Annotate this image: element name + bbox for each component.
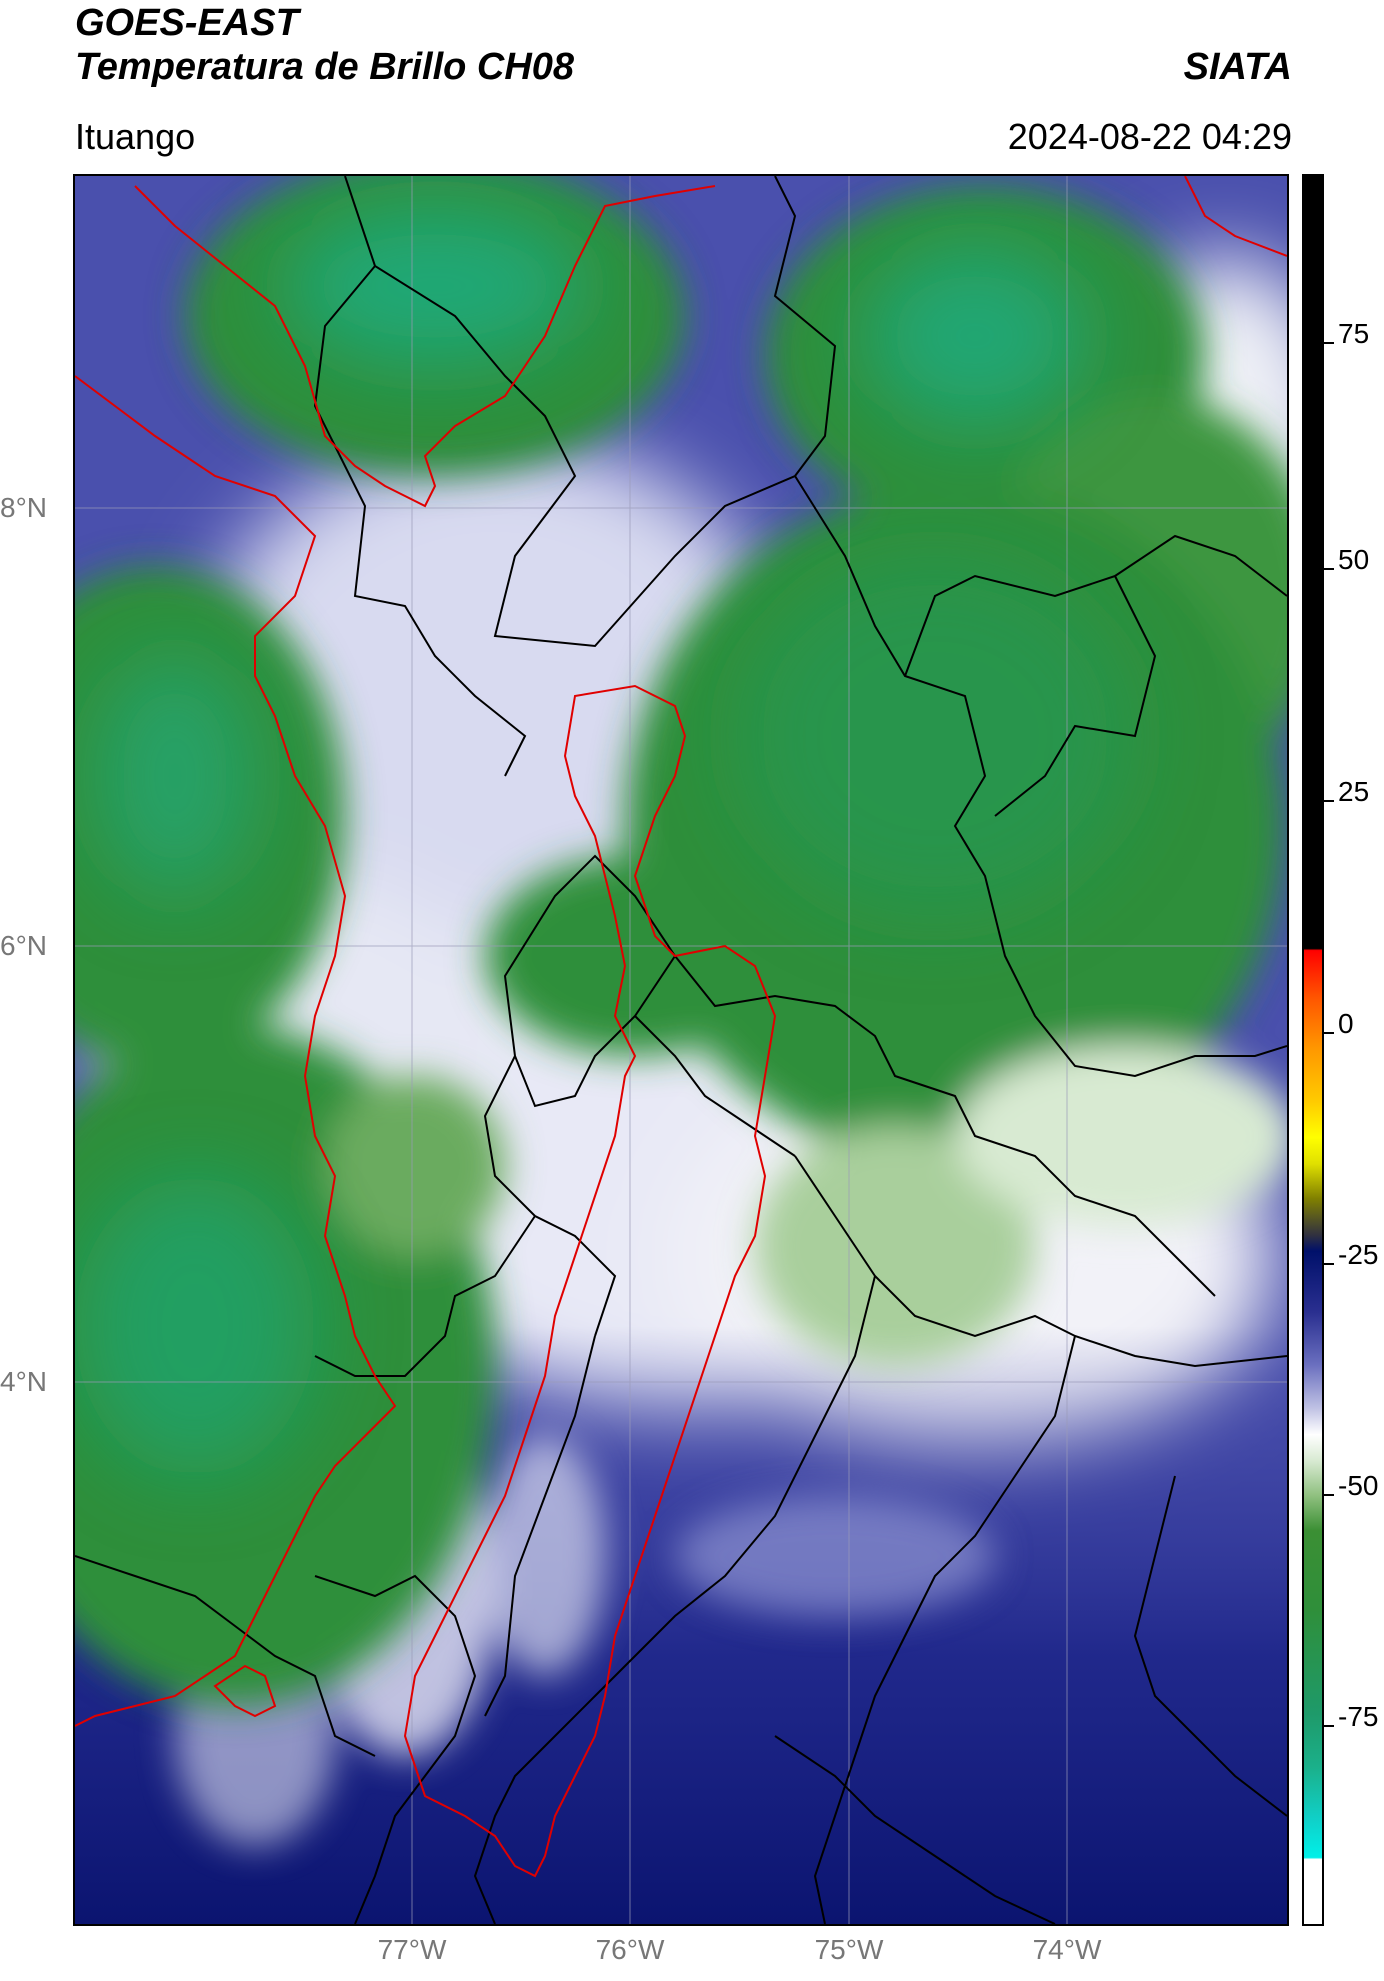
colorbar-tick	[1324, 568, 1334, 570]
colorbar-tick	[1324, 342, 1334, 344]
colorbar-tick	[1324, 1494, 1334, 1496]
region-label: Ituango	[75, 116, 196, 157]
colorbar-label: 0	[1338, 1008, 1354, 1039]
map-canvas	[75, 176, 1287, 1924]
cold-cores	[75, 206, 1135, 1476]
colorbar-label: -25	[1338, 1239, 1379, 1270]
lon-label-74w: 74°W	[1032, 1934, 1102, 1965]
lon-label-77w: 77°W	[377, 1934, 447, 1965]
satellite-map[interactable]	[73, 174, 1289, 1926]
colorbar-label: 75	[1338, 318, 1370, 349]
lon-label-76w: 76°W	[595, 1934, 665, 1965]
colorbar-tick	[1324, 1032, 1334, 1034]
graticule	[75, 176, 1287, 1924]
colorbar-tick	[1324, 800, 1334, 802]
colorbar	[1302, 174, 1324, 1926]
timestamp-label: 2024-08-22 04:29	[1007, 116, 1292, 157]
colorbar-label: -50	[1338, 1470, 1379, 1501]
colorbar-label: -75	[1338, 1701, 1379, 1732]
colorbar-label: 25	[1338, 776, 1370, 807]
satellite-title: GOES-EAST	[75, 2, 299, 44]
lon-label-75w: 75°W	[814, 1934, 884, 1965]
brand-label: SIATA	[1183, 46, 1292, 88]
colorbar-tick	[1324, 1725, 1334, 1727]
highlight-boundaries	[75, 176, 1287, 1878]
lat-label-8n: 8°N	[0, 492, 47, 523]
product-title: Temperatura de Brillo CH08	[75, 46, 575, 88]
admin-boundaries	[75, 176, 1287, 1924]
lat-label-4n: 4°N	[0, 1366, 47, 1397]
lat-label-6n: 6°N	[0, 930, 47, 961]
colorbar-tick	[1324, 1263, 1334, 1265]
colorbar-label: 50	[1338, 544, 1370, 575]
